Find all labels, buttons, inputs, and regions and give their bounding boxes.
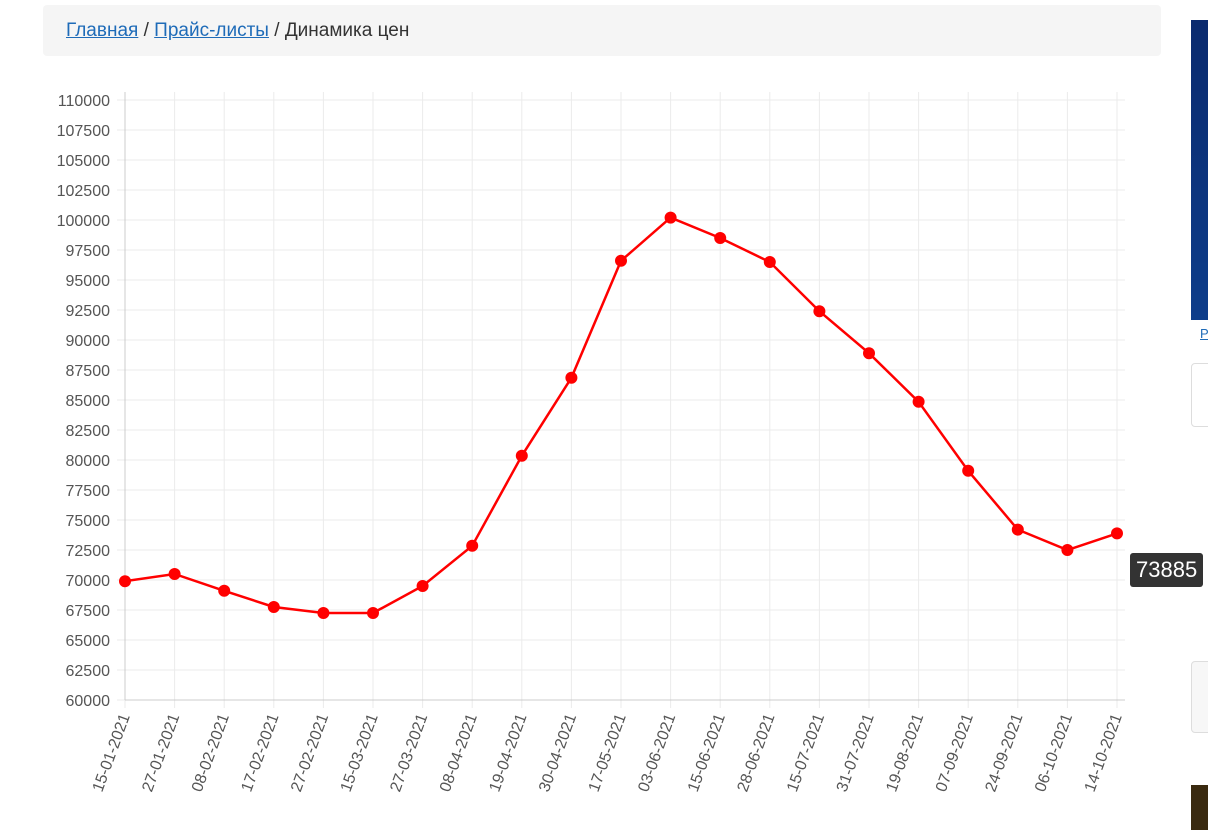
y-tick-label: 110000 <box>58 93 110 110</box>
point <box>466 539 479 552</box>
x-tick-label: 14-10-2021 <box>1082 711 1126 794</box>
x-tick-label: 27-02-2021 <box>288 711 332 794</box>
point <box>168 568 181 580</box>
x-tick-label: 06-10-2021 <box>1032 711 1076 794</box>
x-tick-label: 17-02-2021 <box>239 711 283 794</box>
y-tick-label: 67500 <box>66 603 111 620</box>
y-tick-label: 87500 <box>66 363 111 380</box>
y-tick-label: 62500 <box>66 663 111 680</box>
sidebar-link[interactable]: Р <box>1200 326 1208 341</box>
point <box>863 347 875 360</box>
y-tick-label: 85000 <box>66 393 111 410</box>
y-tick-label: 70000 <box>66 573 111 590</box>
point <box>119 575 131 588</box>
y-tick-label: 60000 <box>66 693 111 710</box>
point <box>912 395 925 408</box>
y-tick-label: 77500 <box>66 483 111 500</box>
x-tick-label: 24-09-2021 <box>983 711 1027 794</box>
x-tick-label: 28-06-2021 <box>735 711 779 794</box>
x-tick-label: 15-01-2021 <box>90 711 134 794</box>
point <box>515 449 528 462</box>
y-tick-label: 82500 <box>66 423 111 440</box>
separator: / <box>274 20 280 41</box>
tooltip: 73885 <box>1130 553 1204 587</box>
point <box>813 305 826 318</box>
point <box>664 211 677 224</box>
y-tick-label: 75000 <box>66 513 111 530</box>
x-tick-label: 19-08-2021 <box>883 711 927 794</box>
y-tick-label: 105000 <box>57 153 110 170</box>
point <box>1111 527 1123 540</box>
x-tick-label: 27-03-2021 <box>387 711 431 794</box>
point <box>615 254 627 267</box>
sidebar-box <box>1191 363 1208 427</box>
y-tick-label: 95000 <box>66 273 111 290</box>
y-tick-label: 97500 <box>66 243 111 260</box>
x-tick-label: 17-05-2021 <box>586 711 630 794</box>
x-tick-label: 27-01-2021 <box>139 711 183 794</box>
point <box>416 580 429 592</box>
breadcrumb-link[interactable]: Прайс-листы <box>154 20 269 41</box>
point <box>367 607 379 619</box>
point <box>267 601 280 613</box>
breadcrumb-link[interactable]: Главная <box>66 20 139 41</box>
x-tick-label: 31-07-2021 <box>834 711 878 794</box>
point <box>714 232 727 244</box>
sidebar-box <box>1191 661 1208 733</box>
point <box>763 256 776 268</box>
y-tick-label: 102500 <box>57 183 110 200</box>
separator: / <box>143 20 149 41</box>
sidebar-banner <box>1191 20 1208 320</box>
x-tick-label: 15-03-2021 <box>338 711 382 794</box>
x-tick-label: 19-04-2021 <box>487 711 531 794</box>
point <box>962 464 975 477</box>
x-tick-label: 03-06-2021 <box>635 711 679 794</box>
point <box>218 584 231 597</box>
point <box>1061 544 1074 556</box>
x-tick-label: 08-04-2021 <box>437 711 481 794</box>
y-tick-label: 107500 <box>57 123 110 140</box>
x-tick-label: 08-02-2021 <box>189 711 233 794</box>
x-tick-label: 15-07-2021 <box>784 711 828 794</box>
y-tick-label: 92500 <box>66 303 111 320</box>
sidebar-image <box>1191 785 1208 830</box>
point <box>565 371 578 384</box>
x-tick-label: 07-09-2021 <box>933 711 977 794</box>
breadcrumb-current: Динамика цен <box>284 20 410 41</box>
y-tick-label: 100000 <box>57 213 110 230</box>
y-tick-label: 80000 <box>66 453 111 470</box>
point <box>317 607 330 619</box>
y-tick-label: 65000 <box>66 633 111 650</box>
x-tick-label: 15-06-2021 <box>685 711 729 794</box>
x-tick-label: 30-04-2021 <box>536 711 580 794</box>
breadcrumb: Главная / Прайс-листы / Динамика цен <box>43 5 1161 56</box>
y-tick-label: 72500 <box>66 543 111 560</box>
y-tick-label: 90000 <box>66 333 111 350</box>
point <box>1011 523 1024 536</box>
